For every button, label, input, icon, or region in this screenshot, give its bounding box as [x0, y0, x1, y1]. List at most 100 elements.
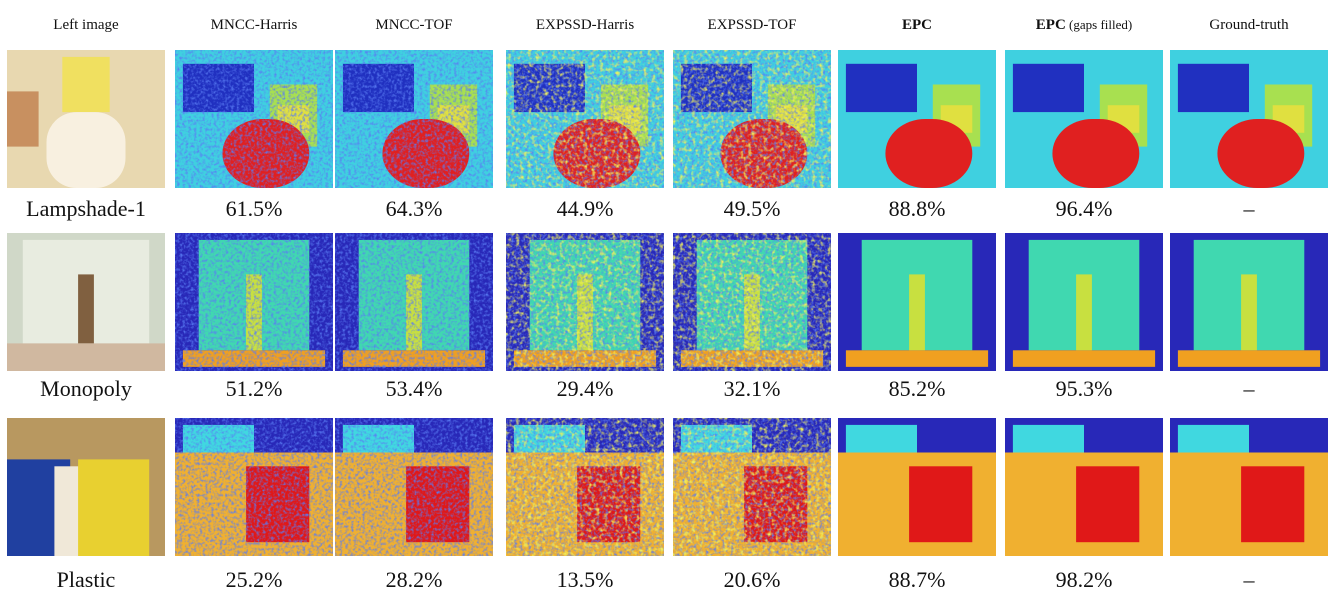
header-label: EXPSSD-TOF — [708, 17, 797, 33]
noise — [335, 233, 493, 371]
noise — [175, 418, 333, 556]
disparity-map — [1005, 418, 1163, 556]
disparity-map — [1005, 233, 1163, 371]
disparity-map — [673, 50, 831, 188]
score: – — [1243, 567, 1256, 592]
disparity-map — [506, 418, 664, 556]
region — [845, 424, 917, 453]
score: 49.5% — [724, 196, 781, 221]
score: 28.2% — [386, 567, 443, 592]
region — [909, 274, 925, 351]
score: 25.2% — [226, 567, 283, 592]
column-header: EXPSSD-Harris — [536, 17, 634, 33]
left-image — [7, 418, 165, 556]
column-header: EXPSSD-TOF — [708, 17, 797, 33]
header-label: MNCC-TOF — [375, 17, 452, 33]
region — [845, 350, 989, 367]
disparity-map — [506, 233, 664, 371]
score: 44.9% — [557, 196, 614, 221]
score: 61.5% — [226, 196, 283, 221]
disparity-map — [1170, 233, 1328, 371]
region — [1241, 274, 1257, 351]
header-label: MNCC-Harris — [211, 17, 298, 33]
column-header: EPC — [902, 17, 932, 33]
noise — [335, 50, 493, 188]
disparity-map — [838, 233, 996, 371]
region — [1052, 119, 1140, 188]
noise — [673, 418, 831, 556]
header-label: EXPSSD-Harris — [536, 17, 634, 33]
noise — [506, 233, 664, 371]
score: 85.2% — [889, 376, 946, 401]
column-header: Ground-truth — [1209, 17, 1289, 33]
region — [7, 91, 39, 147]
noise — [673, 233, 831, 371]
region — [78, 459, 150, 556]
score: 32.1% — [724, 376, 781, 401]
noise — [175, 50, 333, 188]
noise — [506, 418, 664, 556]
disparity-map — [335, 233, 493, 371]
score: 13.5% — [557, 567, 614, 592]
region — [845, 63, 917, 113]
region — [885, 119, 973, 188]
disparity-map — [673, 233, 831, 371]
disparity-map — [506, 50, 664, 188]
score: 64.3% — [386, 196, 443, 221]
disparity-map — [335, 418, 493, 556]
region — [78, 274, 94, 344]
disparity-map — [1170, 418, 1328, 556]
noise — [506, 50, 664, 188]
disparity-map — [175, 418, 333, 556]
disparity-map — [335, 50, 493, 188]
disparity-map — [1170, 50, 1328, 188]
row-name: Plastic — [57, 567, 116, 592]
disparity-map — [175, 50, 333, 188]
noise — [673, 50, 831, 188]
score: 88.7% — [889, 567, 946, 592]
disparity-map — [1005, 50, 1163, 188]
score: 51.2% — [226, 376, 283, 401]
score: – — [1243, 376, 1256, 401]
region — [909, 466, 973, 543]
score: 88.8% — [889, 196, 946, 221]
region — [1076, 466, 1140, 543]
noise — [335, 418, 493, 556]
left-image — [7, 233, 165, 371]
header-label: EPC — [902, 17, 932, 33]
column-header: MNCC-TOF — [375, 17, 452, 33]
region — [1076, 274, 1092, 351]
region — [1177, 424, 1249, 453]
region — [7, 343, 165, 371]
score: 98.2% — [1056, 567, 1113, 592]
disparity-map — [838, 50, 996, 188]
score: 95.3% — [1056, 376, 1113, 401]
column-header: Left image — [53, 17, 119, 33]
row-name: Lampshade-1 — [26, 196, 146, 221]
region — [46, 112, 126, 188]
region — [62, 56, 110, 113]
noise — [175, 233, 333, 371]
score: 96.4% — [1056, 196, 1113, 221]
region — [1012, 424, 1084, 453]
score: – — [1243, 196, 1256, 221]
header-suffix: (gaps filled) — [1066, 17, 1132, 32]
region — [1177, 63, 1249, 113]
disparity-map — [673, 418, 831, 556]
header-label: EPC — [1036, 17, 1066, 33]
region — [1177, 350, 1321, 367]
disparity-map — [175, 233, 333, 371]
header-label: Ground-truth — [1209, 17, 1289, 33]
row-name: Monopoly — [40, 376, 132, 401]
region — [1012, 63, 1084, 113]
region — [1241, 466, 1305, 543]
region — [1217, 119, 1305, 188]
score: 53.4% — [386, 376, 443, 401]
column-header: MNCC-Harris — [211, 17, 298, 33]
header-label: Left image — [53, 17, 119, 33]
disparity-map — [838, 418, 996, 556]
column-header: EPC (gaps filled) — [1036, 17, 1132, 33]
score: 20.6% — [724, 567, 781, 592]
left-image — [7, 50, 165, 188]
region — [1012, 350, 1156, 367]
